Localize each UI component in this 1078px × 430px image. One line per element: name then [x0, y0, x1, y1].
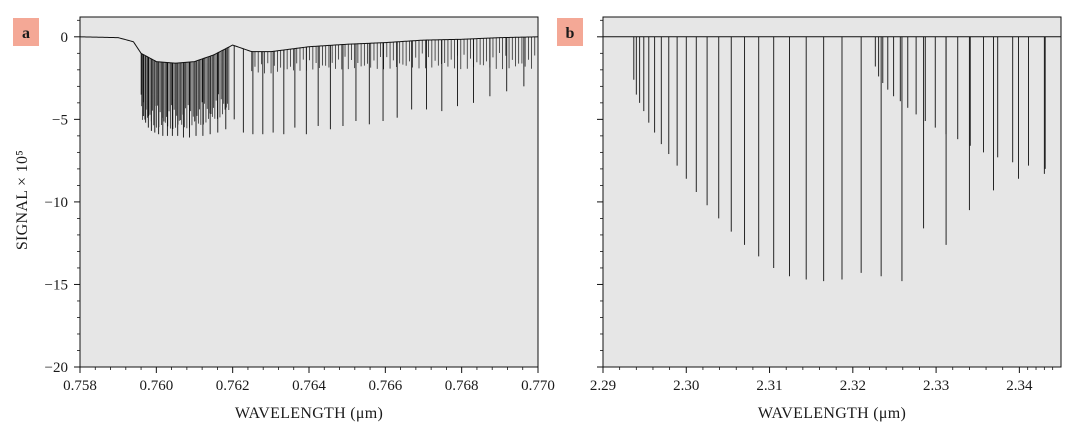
- plot-b-background: [603, 17, 1061, 367]
- y-tick-label: −5: [52, 112, 68, 128]
- x-tick-label: 0.770: [521, 378, 555, 394]
- plot-b-data: [603, 36, 1061, 282]
- x-tick-label: 0.758: [63, 378, 97, 394]
- y-axis-label: SIGNAL × 10⁵: [14, 150, 31, 250]
- x-tick-label: 0.764: [292, 378, 326, 394]
- x-tick-label: 2.30: [673, 378, 699, 394]
- y-tick-label: −20: [45, 360, 68, 376]
- x-tick-label: 2.32: [840, 378, 866, 394]
- x-tick-label: 2.31: [756, 378, 782, 394]
- panel-b-badge: b: [557, 18, 583, 46]
- panel-b-label: b: [566, 25, 575, 42]
- y-tick-label: −15: [45, 277, 68, 293]
- panel-a: 0.758 0.760 0.762 0.764 0.766 0.768 0.770 0 −5 −1…: [13, 16, 555, 422]
- x-tick-label: 2.33: [923, 378, 949, 394]
- panel-b: 2.29 2.30 2.31 2.32 2.33 2.34 b WAVELENGTH (μ…: [557, 16, 1062, 422]
- plot-b-frame: [602, 16, 1062, 368]
- x-tick-label: 2.34: [1006, 378, 1033, 394]
- panel-b-badge-box: [557, 18, 583, 46]
- panel-a-badge-box: [13, 18, 39, 46]
- x-tick-label: 0.766: [368, 378, 402, 394]
- x-axis-label-b: WAVELENGTH (μm): [758, 405, 906, 422]
- plot-a-data: [79, 36, 539, 138]
- plot-b-ticks: 2.29 2.30 2.31 2.32 2.33 2.34: [590, 19, 1054, 394]
- y-tick-label: −10: [45, 195, 68, 211]
- plot-a-ticks: 0.758 0.760 0.762 0.764 0.766 0.768 0.770 0 −5 −1…: [45, 19, 555, 394]
- x-tick-label: 0.768: [445, 378, 479, 394]
- y-tick-label: 0: [61, 30, 69, 46]
- x-tick-label: 2.29: [590, 378, 616, 394]
- panel-a-badge: a: [13, 18, 39, 46]
- x-axis-label-a: WAVELENGTH (μm): [235, 405, 383, 422]
- panel-a-label: a: [22, 25, 30, 42]
- x-tick-label: 0.762: [216, 378, 250, 394]
- x-tick-label: 0.760: [139, 378, 173, 394]
